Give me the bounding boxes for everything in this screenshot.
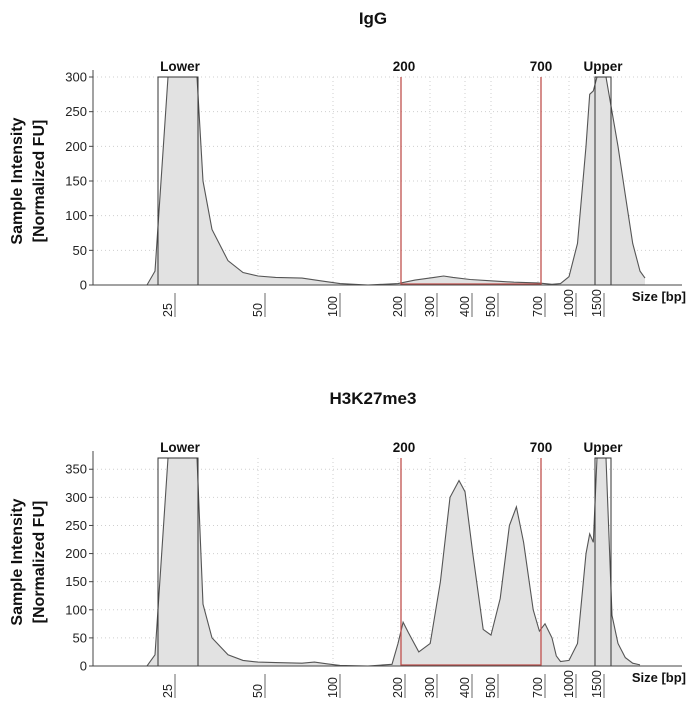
y-tick-label: 200	[65, 546, 87, 561]
y-axis-label-line-1: Sample Intensity	[9, 498, 26, 625]
chart-title: H3K27me3	[330, 389, 417, 408]
marker-label-lower: Lower	[160, 440, 201, 455]
y-tick-label: 100	[65, 208, 87, 223]
y-tick-label: 150	[65, 574, 87, 589]
x-tick-label: 100	[326, 677, 340, 698]
chart-title: IgG	[359, 9, 387, 28]
x-tick-label: 25	[161, 684, 175, 698]
y-tick-label: 0	[80, 278, 87, 293]
marker-label-lower: Lower	[160, 59, 201, 74]
marker-label-200: 200	[393, 59, 416, 74]
y-tick-label: 300	[65, 490, 87, 505]
marker-label-upper: Upper	[583, 440, 623, 455]
chart-panel-2: H3K27me3 Sample Intensity [Normalized FU] L…	[9, 389, 686, 698]
x-tick-label: 500	[484, 677, 498, 698]
chart-panel-1: IgG Sample Intensity [Normalized FU] Lower 2…	[9, 9, 686, 317]
trace-area	[95, 458, 640, 666]
x-tick-label: 50	[251, 303, 265, 317]
y-tick-label: 250	[65, 104, 87, 119]
trace-line	[95, 457, 641, 667]
x-tick-label: 25	[161, 303, 175, 317]
x-tick-label: 400	[458, 296, 472, 317]
x-tick-label: 700	[531, 677, 545, 698]
y-tick-label: 350	[65, 462, 87, 477]
y-tick-label: 0	[80, 659, 87, 674]
x-axis-label: Size [bp]	[632, 670, 686, 685]
y-tick-label: 100	[65, 602, 87, 617]
y-tick-label: 200	[65, 139, 87, 154]
marker-label-200: 200	[393, 440, 416, 455]
y-axis-label-line-2: [Normalized FU]	[31, 501, 48, 624]
x-tick-label: 700	[531, 296, 545, 317]
x-tick-label: 100	[326, 296, 340, 317]
x-tick-label: 500	[484, 296, 498, 317]
y-tick-label: 250	[65, 518, 87, 533]
x-tick-label: 1500	[590, 289, 604, 317]
x-tick-label: 1000	[562, 289, 576, 317]
trace-line	[95, 76, 646, 286]
x-tick-label: 50	[251, 684, 265, 698]
x-tick-label: 300	[423, 677, 437, 698]
y-tick-label: 50	[73, 630, 87, 645]
x-tick-label: 1500	[590, 670, 604, 698]
y-tick-label: 50	[73, 243, 87, 258]
marker-label-700: 700	[530, 59, 553, 74]
x-tick-label: 400	[458, 677, 472, 698]
y-axis-label-line-2: [Normalized FU]	[31, 120, 48, 243]
y-tick-label: 150	[65, 174, 87, 189]
x-tick-label: 200	[391, 296, 405, 317]
y-tick-label: 300	[65, 70, 87, 85]
x-axis-label: Size [bp]	[632, 289, 686, 304]
marker-label-700: 700	[530, 440, 553, 455]
y-axis-label-line-1: Sample Intensity	[9, 117, 26, 244]
x-tick-label: 1000	[562, 670, 576, 698]
marker-label-upper: Upper	[583, 59, 623, 74]
x-tick-label: 300	[423, 296, 437, 317]
x-tick-label: 200	[391, 677, 405, 698]
